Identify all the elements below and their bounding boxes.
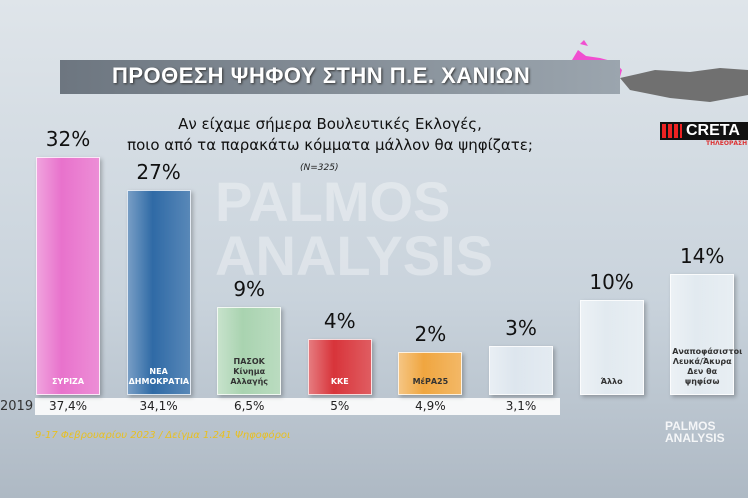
data-label: 14% (679, 244, 725, 268)
data-label: 27% (136, 159, 181, 184)
comparison-label: 4,9% (415, 399, 446, 413)
bar (217, 306, 282, 395)
category-label: ΣΥΡΙΖΑ (51, 377, 85, 386)
category-label: Αναποφάσιστοι Λευκά/Άκυρα Δεν θα ψηφίσω (672, 347, 743, 386)
category-label: Άλλο (600, 377, 623, 386)
data-label: 32% (45, 127, 91, 151)
subtitle: Αν είχαμε σήμερα Βουλευτικές Εκλογές, (178, 115, 482, 133)
bar (36, 157, 100, 395)
comparison-strip (35, 398, 560, 415)
subtitle: ποιο από τα παρακάτω κόμματα μάλλον θα ψ… (127, 136, 533, 154)
comparison-label: 37,4% (48, 399, 88, 413)
data-label: 10% (589, 270, 634, 294)
bar (670, 274, 735, 395)
category-label: ΚΚΕ (330, 377, 349, 386)
logo-icon (662, 124, 682, 138)
bar (489, 345, 553, 395)
comparison-name: 2019 (0, 399, 34, 414)
data-label: 4% (323, 309, 356, 333)
bar (126, 189, 191, 395)
data-label: 3% (505, 315, 537, 340)
category-label: ΠΑΣΟΚ Κίνημα Αλλαγής (230, 357, 269, 386)
data-label: 2% (414, 322, 447, 346)
title-banner (60, 60, 620, 94)
category-label: ΜέΡΑ25 (412, 377, 449, 386)
title: ΠΡΟΘΕΣΗ ΨΗΦΟΥ ΣΤΗΝ Π.Ε. ΧΑΝΙΩΝ (112, 63, 531, 88)
logo-tagline: ΤΗΛΕΟΡΑΣΗ (706, 140, 748, 147)
comparison-label: 3,1% (505, 399, 537, 413)
comparison-label: 5% (330, 399, 350, 413)
footnote: 9-17 Φεβρουαρίου 2023 / Δείγμα 1.241 Ψηφ… (35, 430, 291, 441)
comparison-label: 6,5% (233, 399, 265, 413)
watermark: PALMOS ANALYSIS (215, 170, 494, 287)
bar (307, 339, 372, 395)
category-label: ΝΕΑ ΔΗΜΟΚΡΑΤΙΑ (128, 367, 190, 386)
sample-note: (N=325) (300, 163, 339, 173)
data-label: 9% (233, 276, 266, 301)
watermark: PALMOS ANALYSIS (665, 419, 725, 445)
comparison-label: 34,1% (139, 399, 178, 413)
logo: CRETA (660, 122, 748, 140)
bar (579, 300, 644, 395)
bar (398, 352, 463, 395)
